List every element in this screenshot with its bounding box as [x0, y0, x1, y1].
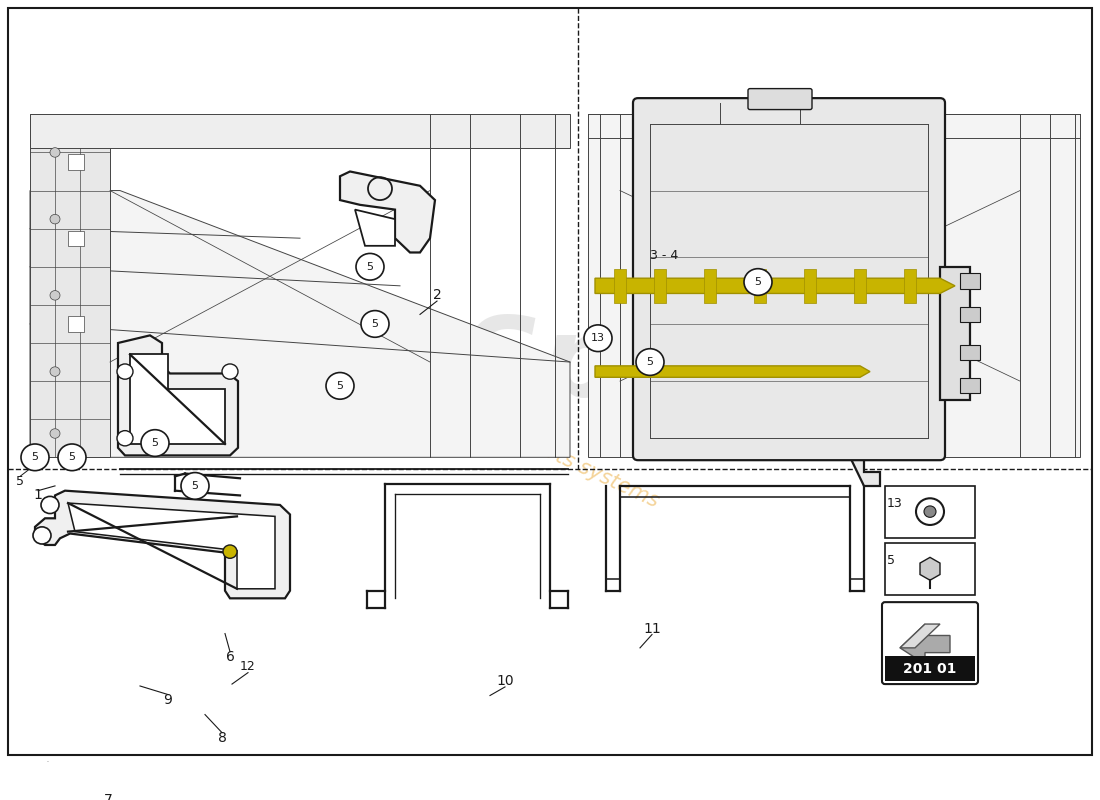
Text: 3 - 4: 3 - 4 [650, 249, 679, 262]
Polygon shape [850, 458, 880, 486]
Polygon shape [340, 171, 434, 253]
Text: 5: 5 [647, 357, 653, 367]
Text: 12: 12 [240, 661, 256, 674]
FancyBboxPatch shape [960, 345, 980, 360]
FancyBboxPatch shape [68, 154, 84, 170]
Text: a passion for parts systems: a passion for parts systems [394, 372, 662, 512]
FancyBboxPatch shape [614, 269, 626, 303]
Text: 10: 10 [496, 674, 514, 688]
Text: 1: 1 [34, 489, 43, 502]
Text: 5: 5 [755, 277, 761, 287]
FancyBboxPatch shape [68, 316, 84, 331]
Circle shape [141, 430, 169, 456]
Circle shape [924, 506, 936, 518]
Text: 11: 11 [644, 622, 661, 636]
FancyBboxPatch shape [804, 269, 816, 303]
Circle shape [50, 214, 60, 224]
Text: 6: 6 [226, 650, 234, 664]
Text: 13: 13 [887, 497, 903, 510]
Text: 7: 7 [103, 794, 112, 800]
Text: NIROSр: NIROSр [148, 312, 622, 419]
Polygon shape [130, 354, 225, 444]
Polygon shape [920, 558, 940, 580]
Circle shape [33, 527, 51, 544]
Text: 201 01: 201 01 [903, 662, 957, 676]
Text: 5: 5 [16, 474, 24, 488]
Polygon shape [355, 210, 395, 246]
FancyBboxPatch shape [748, 89, 812, 110]
FancyBboxPatch shape [754, 269, 766, 303]
Text: 5: 5 [372, 319, 378, 329]
Polygon shape [900, 624, 950, 664]
Circle shape [21, 444, 50, 470]
FancyBboxPatch shape [882, 602, 978, 684]
Circle shape [584, 325, 612, 351]
Circle shape [58, 444, 86, 470]
Circle shape [916, 498, 944, 525]
Polygon shape [940, 266, 970, 400]
Polygon shape [30, 114, 570, 148]
FancyBboxPatch shape [960, 378, 980, 394]
FancyBboxPatch shape [654, 269, 666, 303]
Circle shape [636, 349, 664, 375]
Circle shape [41, 496, 59, 514]
Polygon shape [595, 366, 870, 378]
Circle shape [326, 373, 354, 399]
FancyBboxPatch shape [854, 269, 866, 303]
Circle shape [50, 367, 60, 376]
Circle shape [50, 429, 60, 438]
Text: 13: 13 [591, 334, 605, 343]
Text: 5: 5 [337, 381, 343, 391]
Polygon shape [68, 503, 275, 589]
Polygon shape [595, 278, 955, 294]
FancyBboxPatch shape [886, 657, 975, 682]
Circle shape [744, 269, 772, 295]
FancyBboxPatch shape [960, 306, 980, 322]
Text: 5: 5 [32, 452, 39, 462]
FancyBboxPatch shape [886, 543, 975, 595]
Circle shape [50, 148, 60, 158]
Text: 5: 5 [887, 554, 895, 566]
Circle shape [50, 290, 60, 300]
Polygon shape [588, 114, 1080, 458]
Circle shape [356, 254, 384, 280]
Polygon shape [30, 190, 570, 458]
Polygon shape [900, 624, 940, 648]
Text: 5: 5 [191, 481, 198, 491]
Text: 5: 5 [152, 438, 158, 448]
FancyBboxPatch shape [960, 274, 980, 289]
FancyBboxPatch shape [704, 269, 716, 303]
Circle shape [117, 430, 133, 446]
Text: 9: 9 [164, 694, 173, 707]
Polygon shape [30, 114, 110, 458]
FancyBboxPatch shape [886, 486, 975, 538]
Circle shape [222, 364, 238, 379]
Circle shape [182, 473, 209, 499]
Circle shape [361, 310, 389, 338]
FancyBboxPatch shape [632, 98, 945, 460]
Text: 5: 5 [68, 452, 76, 462]
Text: 5: 5 [366, 262, 374, 272]
Text: 8: 8 [218, 731, 227, 746]
Polygon shape [35, 490, 290, 598]
Polygon shape [118, 335, 238, 455]
FancyBboxPatch shape [68, 230, 84, 246]
FancyBboxPatch shape [904, 269, 916, 303]
Circle shape [223, 545, 236, 558]
Text: 2: 2 [432, 288, 441, 302]
Circle shape [117, 364, 133, 379]
